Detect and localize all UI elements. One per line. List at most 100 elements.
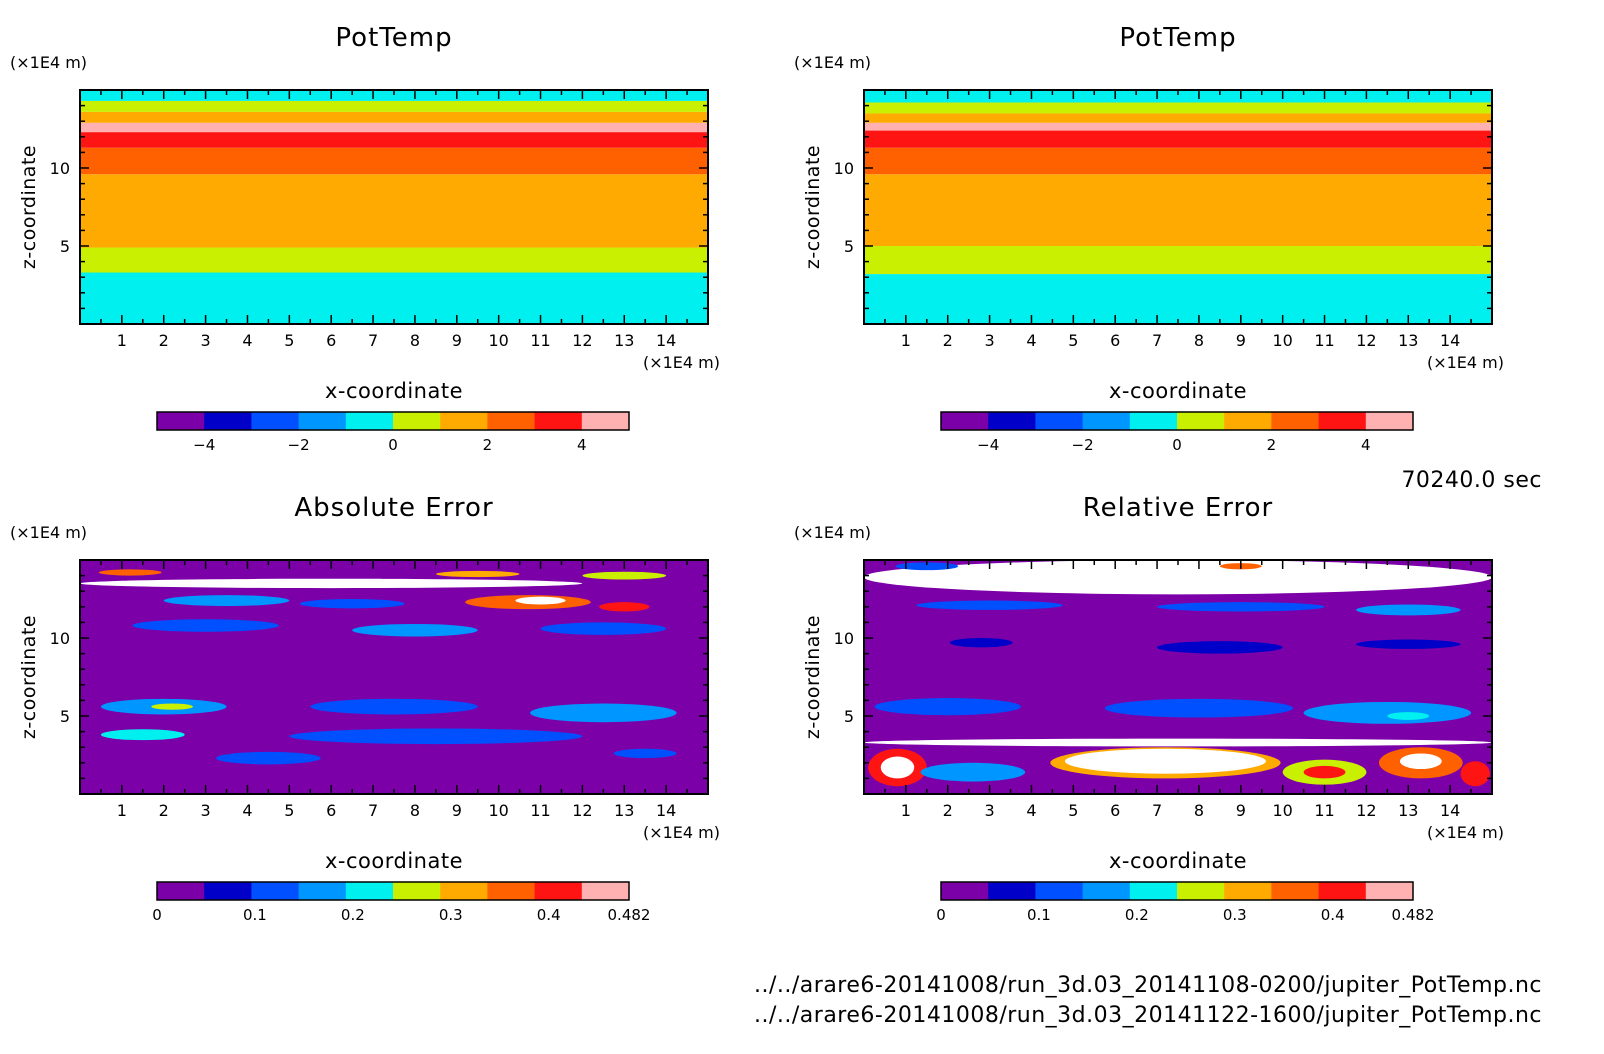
chart-title: PotTemp <box>335 23 452 53</box>
x-tick-label: 14 <box>1440 331 1460 350</box>
contour-band <box>80 111 708 123</box>
x-tick-label: 3 <box>201 331 211 350</box>
contour-region <box>949 638 1013 648</box>
contour-region <box>163 595 290 607</box>
colorbar-tick-label: 0 <box>936 906 946 924</box>
x-tick-label: 9 <box>452 331 462 350</box>
x-tick-label: 11 <box>530 331 550 350</box>
colorbar-tick-label: 0.1 <box>1027 906 1051 924</box>
chart-panel-3: Absolute Error(×1E4 m)1 2 3 4 5 6 7 8 9 10 11 12 13 1… <box>10 493 720 924</box>
colorbar-frame <box>156 411 630 431</box>
contour-region <box>1355 604 1461 616</box>
chart-title: Relative Error <box>1083 493 1274 523</box>
contour-band <box>864 147 1492 175</box>
chart-title: Absolute Error <box>294 493 493 523</box>
contour-region <box>920 762 1026 782</box>
contour-band <box>80 132 708 148</box>
contour-region <box>613 748 677 759</box>
colorbar-swatch <box>251 882 300 900</box>
colorbar-swatch <box>345 882 394 900</box>
contour-region <box>1104 698 1294 718</box>
contour-region <box>582 571 667 580</box>
colorbar-tick-label: −2 <box>288 436 310 454</box>
y-tick-label: 10 <box>834 159 854 178</box>
x-tick-label: 6 <box>326 801 336 820</box>
file-path-2: ../../arare6-20141008/run_3d.03_20141122… <box>754 1003 1542 1028</box>
contour-region <box>864 560 1492 595</box>
x-tick-label: 8 <box>1194 801 1204 820</box>
colorbar-swatch <box>1318 412 1367 430</box>
colorbar-tick-label: 0.482 <box>608 906 651 924</box>
contour-region <box>151 703 194 710</box>
colorbar-swatch <box>487 412 536 430</box>
contour-band <box>864 174 1492 246</box>
colorbar-tick-label: 0.1 <box>243 906 267 924</box>
x-tick-label: 6 <box>1110 331 1120 350</box>
contour-band <box>864 102 1492 114</box>
x-tick-label: 11 <box>530 801 550 820</box>
contour-region <box>132 619 279 632</box>
contour-region <box>310 698 478 715</box>
x-tick-label: 2 <box>159 801 169 820</box>
x-tick-label: 7 <box>368 331 378 350</box>
contour-region <box>216 751 321 765</box>
x-tick-label: 4 <box>1026 801 1036 820</box>
contour-region <box>1387 712 1430 720</box>
colorbar-tick-label: 0 <box>388 436 398 454</box>
colorbar-tick-label: 4 <box>577 436 587 454</box>
chart-panel-2: PotTemp(×1E4 m)1 2 3 4 5 6 7 8 9 10 11 12 13 14510(×1… <box>794 23 1504 454</box>
contour-region <box>1157 641 1283 654</box>
y-tick-label: 5 <box>60 237 70 256</box>
colorbar-swatch <box>1365 412 1414 430</box>
contour-region <box>352 623 478 637</box>
x-tick-label: 8 <box>410 801 420 820</box>
x-tick-label: 10 <box>488 801 508 820</box>
x-tick-label: 10 <box>1272 331 1292 350</box>
colorbar-swatch <box>298 412 347 430</box>
plot-area <box>864 560 1492 794</box>
colorbar-tick-label: −4 <box>193 436 215 454</box>
contour-region <box>1303 765 1346 779</box>
colorbar-swatch <box>988 882 1036 900</box>
x-tick-label: 2 <box>159 331 169 350</box>
x-tick-label: 4 <box>1026 331 1036 350</box>
x-axis-label: x-coordinate <box>1109 849 1247 873</box>
contour-band <box>80 174 708 248</box>
x-tick-label: 13 <box>1398 801 1418 820</box>
x-tick-label: 12 <box>572 331 592 350</box>
contour-background <box>80 560 708 794</box>
contour-region <box>530 703 677 723</box>
colorbar-swatch <box>1082 882 1131 900</box>
x-tick-label: 10 <box>488 331 508 350</box>
contour-band <box>864 113 1492 123</box>
x-unit-label: (×1E4 m) <box>643 353 720 372</box>
x-tick-label: 6 <box>1110 801 1120 820</box>
colorbar-swatch <box>941 412 989 430</box>
colorbar-swatch <box>157 882 205 900</box>
x-tick-label: 12 <box>1356 331 1376 350</box>
x-tick-label: 5 <box>1068 801 1078 820</box>
y-tick-label: 10 <box>834 629 854 648</box>
y-axis-label: z-coordinate <box>802 145 824 269</box>
contour-band <box>80 147 708 175</box>
colorbar-swatch <box>1271 882 1320 900</box>
colorbar-swatch <box>534 412 583 430</box>
x-tick-label: 9 <box>1236 801 1246 820</box>
x-tick-label: 8 <box>1194 331 1204 350</box>
colorbar-swatch <box>941 882 989 900</box>
colorbar-swatch <box>581 412 630 430</box>
colorbar-swatch <box>534 882 583 900</box>
colorbar-swatch <box>581 882 630 900</box>
y-tick-label: 5 <box>844 707 854 726</box>
contour-region <box>98 569 162 576</box>
plot-area <box>864 90 1492 324</box>
contour-band <box>80 272 708 324</box>
plot-area <box>80 560 708 794</box>
y-axis-label: z-coordinate <box>18 145 40 269</box>
x-tick-label: 1 <box>901 331 911 350</box>
x-tick-label: 4 <box>242 801 252 820</box>
y-unit-label: (×1E4 m) <box>10 53 87 72</box>
contour-band <box>80 122 708 133</box>
timestamp-label: 70240.0 sec <box>1401 468 1542 493</box>
